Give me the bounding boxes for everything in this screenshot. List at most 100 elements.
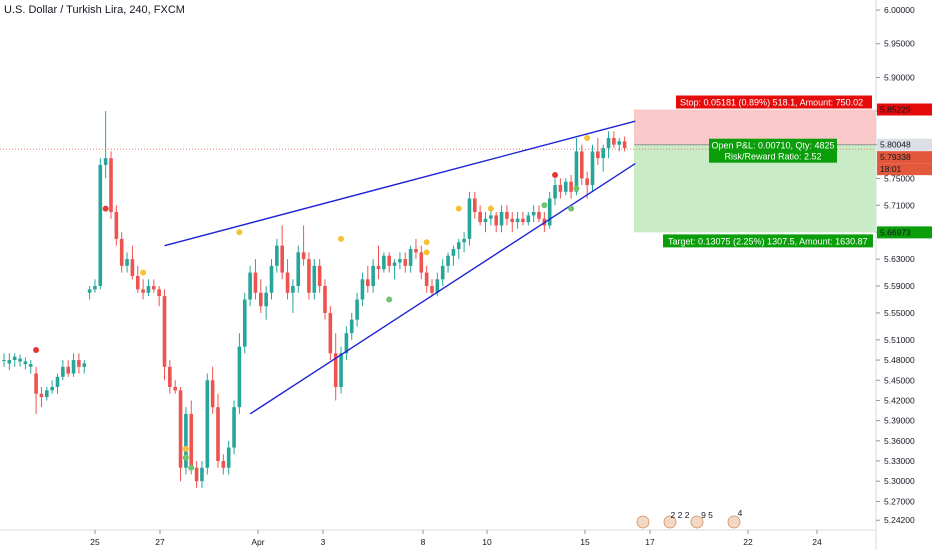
candle-body bbox=[2, 360, 6, 362]
candle-body bbox=[440, 265, 445, 280]
candle-body bbox=[349, 319, 354, 334]
candle-body bbox=[307, 259, 311, 293]
entry-price-label: 5.80048 bbox=[880, 140, 911, 150]
candle bbox=[280, 225, 284, 280]
wedge-lower-line bbox=[249, 162, 636, 415]
signal-marker-yellow bbox=[182, 445, 189, 452]
candle bbox=[537, 205, 541, 223]
candle-body bbox=[130, 259, 135, 276]
candle-body bbox=[61, 366, 65, 377]
candle-body bbox=[125, 259, 129, 266]
candle bbox=[82, 360, 87, 374]
y-tick-label: 5.75000 bbox=[884, 173, 915, 183]
candle-body bbox=[499, 212, 504, 226]
candle-body bbox=[553, 185, 557, 199]
candle bbox=[61, 360, 65, 381]
candle-body bbox=[371, 265, 375, 287]
y-tick-label: 5.30000 bbox=[884, 476, 915, 486]
candle-body bbox=[178, 390, 183, 468]
candle bbox=[7, 353, 12, 371]
candle bbox=[601, 144, 605, 172]
candle bbox=[23, 357, 28, 370]
candle-body bbox=[408, 249, 413, 266]
candle bbox=[558, 178, 563, 199]
candle bbox=[221, 454, 226, 475]
candle-body bbox=[483, 218, 488, 223]
candle-body bbox=[226, 447, 231, 468]
x-tick-label: 17 bbox=[645, 537, 655, 547]
candle-body bbox=[462, 238, 466, 243]
event-badge-text: 4 bbox=[738, 508, 743, 518]
candle-body bbox=[34, 373, 38, 394]
y-tick-label: 5.42000 bbox=[884, 395, 915, 405]
candle bbox=[617, 137, 622, 152]
candle bbox=[494, 212, 498, 233]
y-tick-label: 5.27000 bbox=[884, 496, 915, 506]
candle bbox=[547, 191, 552, 229]
target-price-label-bg bbox=[877, 226, 932, 239]
candle-body bbox=[328, 312, 333, 354]
candle bbox=[259, 279, 263, 313]
candle bbox=[451, 245, 456, 266]
y-tick-label: 5.71000 bbox=[884, 200, 915, 210]
target-text: Target: 0.13075 (2.25%) 1307.5, Amount: … bbox=[668, 236, 868, 246]
x-tick-label: 24 bbox=[812, 537, 822, 547]
candle-body bbox=[333, 353, 338, 387]
candle-body bbox=[403, 259, 408, 266]
candle-body bbox=[45, 390, 49, 398]
candle-body bbox=[382, 255, 386, 270]
candle bbox=[269, 259, 274, 300]
y-tick-label: 6.00000 bbox=[884, 5, 915, 15]
candle-body bbox=[12, 356, 17, 361]
signal-marker-red bbox=[33, 346, 40, 353]
candle-body bbox=[39, 393, 44, 398]
candle bbox=[360, 272, 365, 307]
candle-body bbox=[82, 363, 87, 367]
candle bbox=[34, 366, 38, 414]
candle bbox=[216, 393, 220, 468]
signal-marker-red bbox=[102, 205, 109, 212]
target-box bbox=[663, 234, 873, 248]
candle bbox=[569, 174, 573, 199]
candle-body bbox=[93, 286, 97, 290]
candle bbox=[157, 286, 161, 307]
candle-body bbox=[435, 279, 440, 293]
event-flag-icon bbox=[636, 515, 650, 529]
candle bbox=[200, 461, 204, 488]
signal-marker-green bbox=[568, 205, 575, 212]
candle-body bbox=[563, 181, 568, 192]
candle bbox=[398, 252, 402, 270]
candle-body bbox=[210, 380, 215, 408]
candle-body bbox=[531, 212, 536, 216]
candle bbox=[45, 386, 49, 401]
candle-body bbox=[285, 272, 290, 293]
y-tick-label: 5.48000 bbox=[884, 355, 915, 365]
candle bbox=[371, 259, 375, 293]
candle-body bbox=[339, 353, 343, 387]
candle bbox=[301, 225, 306, 266]
candle bbox=[194, 461, 199, 488]
candle-body bbox=[547, 198, 552, 226]
candle-body bbox=[494, 215, 498, 226]
candle bbox=[355, 292, 359, 327]
candle-body bbox=[87, 289, 92, 293]
x-tick-label: 15 bbox=[580, 537, 590, 547]
candle bbox=[531, 205, 536, 223]
signal-marker-yellow bbox=[455, 205, 462, 212]
candle bbox=[248, 265, 252, 307]
candle-body bbox=[323, 286, 327, 313]
chart-title: U.S. Dollar / Turkish Lira, 240, FXCM bbox=[4, 4, 185, 16]
candle bbox=[467, 191, 472, 246]
candle-body bbox=[216, 407, 220, 462]
candle-body bbox=[184, 413, 188, 468]
candle-body bbox=[473, 198, 477, 212]
candle-body bbox=[189, 413, 194, 468]
candle bbox=[55, 373, 60, 394]
candle bbox=[296, 245, 301, 293]
candle-body bbox=[521, 218, 525, 223]
candle-body bbox=[291, 286, 295, 293]
candle-body bbox=[451, 249, 456, 256]
candle-body bbox=[103, 158, 108, 165]
candle-body bbox=[50, 386, 54, 391]
